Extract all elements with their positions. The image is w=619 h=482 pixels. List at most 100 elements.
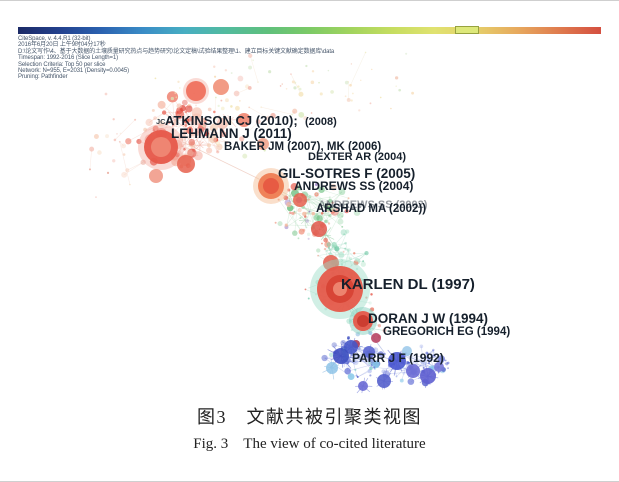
cited-reference-node: [388, 352, 406, 370]
network-edge: [333, 231, 348, 263]
network-edge: [119, 141, 124, 147]
network-node: [347, 81, 349, 83]
starburst-spoke: [227, 114, 231, 121]
network-edge: [318, 249, 350, 256]
network-major-nodes: [138, 78, 444, 391]
network-node: [328, 352, 334, 358]
network-node: [316, 248, 321, 253]
node-label: ATKINSON CJ (2010);: [165, 113, 298, 128]
network-node: [344, 367, 351, 375]
network-edge: [176, 134, 202, 159]
network-node: [134, 118, 137, 121]
starburst-spoke: [174, 119, 185, 128]
network-node: [357, 347, 361, 350]
network-node: [344, 80, 349, 85]
network-node: [255, 119, 261, 125]
network-node: [175, 111, 179, 115]
network-node: [390, 107, 392, 110]
network-node: [316, 215, 323, 222]
network-node: [122, 153, 126, 156]
network-node: [311, 211, 316, 216]
node-label: GREGORICH EG (1994): [383, 326, 510, 338]
network-node: [197, 125, 205, 134]
network-edge: [347, 364, 373, 372]
network-node: [369, 358, 375, 364]
network-node: [318, 81, 320, 84]
network-node: [324, 219, 328, 224]
cited-reference-node: [402, 346, 412, 356]
network-edge: [290, 73, 302, 95]
starburst-spoke: [300, 219, 306, 225]
network-node: [318, 198, 322, 202]
network-node: [371, 68, 373, 71]
network-node: [386, 330, 390, 333]
cited-reference-node: [371, 333, 381, 343]
starburst-spoke: [298, 219, 306, 221]
network-edge: [396, 364, 410, 377]
network-node: [317, 254, 319, 257]
network-node: [331, 241, 337, 248]
network-node: [331, 116, 334, 119]
network-labels: JC ATKINSON CJ (2010); (2008) LEHMANN J (20…: [156, 113, 510, 365]
network-node: [143, 127, 148, 132]
network-edge: [287, 202, 323, 214]
network-node: [364, 250, 369, 256]
network-node: [354, 361, 357, 364]
network-node: [225, 98, 229, 103]
network-node: [305, 64, 308, 68]
network-node: [426, 355, 429, 359]
network-node: [428, 362, 431, 364]
network-node: [191, 107, 203, 118]
network-node: [206, 130, 210, 133]
network-node: [97, 150, 102, 155]
network-node: [328, 196, 331, 199]
network-node: [395, 375, 398, 378]
network-node: [274, 221, 277, 224]
node-label: DORAN J W (1994): [368, 311, 488, 326]
network-node: [265, 115, 271, 121]
info-line: D:\论文写作\4、基于大数据的土壤质量研究热点与趋势研究\论文定稿\试验结果整…: [18, 48, 335, 55]
network-edge: [89, 149, 92, 170]
network-node: [193, 151, 203, 161]
network-node: [354, 258, 359, 263]
network-node: [212, 116, 217, 121]
network-node: [297, 208, 302, 213]
network-node: [360, 261, 366, 267]
node-label: PARR J F (1992): [352, 351, 444, 365]
network-node: [213, 75, 217, 78]
network-node: [194, 131, 200, 136]
network-node: [399, 378, 404, 383]
network-node: [370, 293, 373, 296]
starburst-spoke: [195, 138, 201, 146]
network-edge: [292, 213, 330, 216]
network-edge: [191, 121, 206, 154]
network-node: [217, 115, 221, 119]
network-node: [364, 51, 367, 54]
timeline-colorbar: [18, 26, 601, 34]
network-edge: [114, 119, 136, 141]
starburst-spoke: [222, 114, 231, 121]
node-label: ANDREWS SS (2004): [294, 179, 413, 193]
network-node: [105, 134, 110, 139]
network-edge: [145, 125, 186, 130]
network-edge: [306, 196, 343, 228]
starburst-spoke: [304, 219, 312, 222]
citespace-info-block: CiteSpace, v. 4.4.R1 (32-bit) 2016年6月20日 …: [18, 36, 334, 81]
network-edge: [329, 234, 345, 251]
network-node: [328, 199, 333, 203]
cited-reference-node: [357, 315, 369, 327]
network-node: [369, 366, 373, 371]
starburst-spoke: [229, 119, 237, 127]
network-node: [248, 106, 251, 109]
network-node: [252, 59, 254, 62]
network-node: [172, 121, 176, 125]
network-edge: [249, 55, 259, 83]
network-edge: [301, 194, 329, 209]
network-node: [323, 209, 326, 212]
figure-caption-zh: 图3 文献共被引聚类视图: [197, 407, 422, 427]
network-node: [93, 134, 99, 139]
cited-reference-node: [293, 193, 307, 207]
starburst-spoke: [199, 141, 204, 146]
network-edge: [350, 52, 366, 86]
network-node: [319, 92, 323, 96]
